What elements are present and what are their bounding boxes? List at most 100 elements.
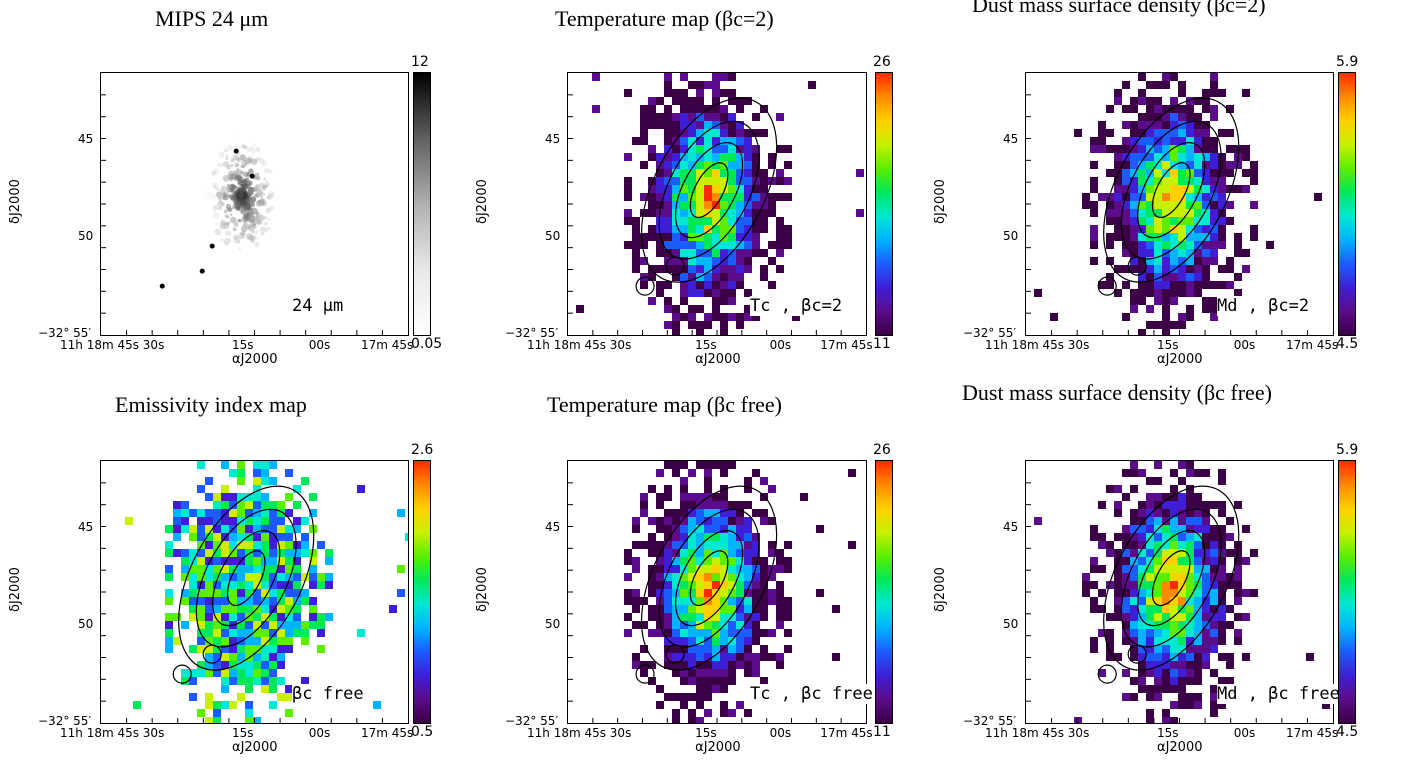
emission-blob	[233, 135, 236, 138]
map-pixel	[277, 693, 285, 701]
map-pixel	[736, 557, 744, 565]
map-pixel	[1130, 129, 1138, 137]
emission-blob	[216, 191, 223, 199]
map-pixel	[293, 605, 301, 613]
map-pixel	[672, 145, 680, 153]
map-pixel	[752, 621, 760, 629]
emission-blob	[267, 218, 271, 222]
map-pixel	[1202, 573, 1210, 581]
map-pixel	[728, 185, 736, 193]
map-pixel	[744, 145, 752, 153]
map-pixel	[744, 129, 752, 137]
map-pixel	[672, 581, 680, 589]
map-pixel	[1098, 669, 1106, 677]
map-pixel	[205, 509, 213, 517]
map-pixel	[1210, 193, 1218, 201]
map-pixel	[269, 685, 277, 693]
emission-blob	[232, 227, 237, 232]
map-pixel	[1178, 249, 1186, 257]
map-pixel	[736, 209, 744, 217]
emission-blob	[249, 196, 257, 203]
map-pixel	[1210, 709, 1218, 717]
contour-line	[674, 530, 744, 627]
map-pixel	[688, 249, 696, 257]
map-pixel	[197, 581, 205, 589]
map-pixel	[1202, 177, 1210, 185]
map-pixel	[744, 565, 752, 573]
map-pixel	[688, 225, 696, 233]
map-pixel	[1186, 313, 1194, 321]
map-pixel	[704, 621, 712, 629]
map-pixel	[1090, 137, 1098, 145]
map-pixel	[1146, 557, 1154, 565]
map-pixel	[1090, 557, 1098, 565]
map-pixel	[1106, 241, 1114, 249]
map-pixel	[632, 541, 640, 549]
map-pixel	[712, 557, 720, 565]
map-pixel	[680, 185, 688, 193]
map-pixel	[213, 653, 221, 661]
map-pixel	[704, 605, 712, 613]
map-pixel	[197, 597, 205, 605]
map-pixel	[1210, 669, 1218, 677]
map-pixel	[1130, 225, 1138, 233]
map-pixel	[197, 669, 205, 677]
map-pixel	[1170, 281, 1178, 289]
map-pixel	[1178, 693, 1186, 701]
point-source	[159, 283, 165, 289]
map-pixel	[261, 589, 269, 597]
map-pixel	[760, 217, 768, 225]
map-pixel	[744, 217, 752, 225]
y-tick-label: 45	[1003, 520, 1019, 535]
map-pixel	[1130, 201, 1138, 209]
map-pixel	[1162, 709, 1170, 717]
map-pixel	[1122, 693, 1130, 701]
emission-blob	[236, 239, 240, 243]
emission-blob	[243, 210, 250, 218]
map-pixel	[229, 533, 237, 541]
map-pixel	[728, 169, 736, 177]
map-pixel	[712, 621, 720, 629]
map-pixel	[221, 701, 229, 709]
map-pixel	[1130, 541, 1138, 549]
map-pixel	[277, 517, 285, 525]
map-pixel	[1122, 589, 1130, 597]
map-pixel	[1186, 629, 1194, 637]
map-pixel	[624, 241, 632, 249]
map-pixel	[1138, 517, 1146, 525]
map-pixel	[1218, 129, 1226, 137]
map-pixel	[229, 493, 237, 501]
emission-blob	[240, 230, 246, 236]
map-pixel	[1130, 105, 1138, 113]
map-pixel	[181, 573, 189, 581]
map-pixel	[720, 121, 728, 129]
map-pixel	[632, 233, 640, 241]
map-pixel	[1194, 653, 1202, 661]
emission-blob	[242, 171, 249, 178]
map-pixel	[1202, 549, 1210, 557]
map-pixel	[744, 533, 752, 541]
map-pixel	[181, 549, 189, 557]
emission-blob	[267, 193, 274, 200]
map-pixel	[1186, 485, 1194, 493]
map-pixel	[736, 193, 744, 201]
map-pixel	[784, 565, 792, 573]
contour-line	[640, 97, 778, 283]
map-pixel	[1122, 541, 1130, 549]
map-pixel	[640, 241, 648, 249]
map-pixel	[744, 161, 752, 169]
map-pixel	[720, 177, 728, 185]
map-pixel	[712, 501, 720, 509]
map-pixel	[1210, 621, 1218, 629]
map-pixel	[1170, 597, 1178, 605]
map-pixel	[1218, 621, 1226, 629]
emission-blob	[242, 222, 248, 227]
map-pixel	[696, 121, 704, 129]
map-pixel	[285, 597, 293, 605]
map-pixel	[397, 509, 405, 517]
map-pixel	[744, 629, 752, 637]
map-pixel	[1210, 701, 1218, 709]
map-pixel	[1170, 469, 1178, 477]
y-tick-label: −32° 55′	[38, 714, 92, 728]
map-pixel	[664, 461, 672, 469]
